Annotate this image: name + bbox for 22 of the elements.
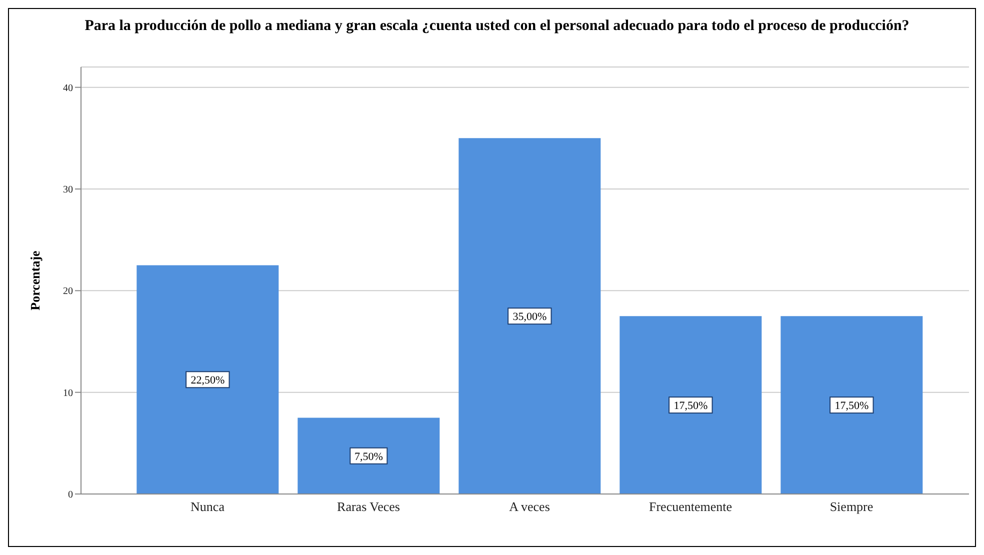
x-tick-label: Nunca xyxy=(190,499,225,514)
bar xyxy=(458,138,601,494)
x-tick-label: Frecuentemente xyxy=(648,499,732,514)
bar xyxy=(620,316,762,494)
y-tick-label: 10 xyxy=(63,388,73,399)
y-tick-label: 0 xyxy=(68,490,73,501)
data-label: 17,50% xyxy=(834,400,869,412)
data-label: 35,00% xyxy=(512,311,547,324)
bar xyxy=(136,265,279,494)
x-tick-label: Siempre xyxy=(830,499,874,514)
bar xyxy=(298,418,440,494)
bar xyxy=(780,316,923,494)
data-label: 22,50% xyxy=(190,374,225,387)
data-label: 17,50% xyxy=(674,400,708,412)
chart-title: Para la producción de pollo a mediana y gran escala ¿cuenta usted con el personal adecuado para todo el proceso de producción? xyxy=(84,18,910,34)
y-tick-label: 40 xyxy=(63,82,73,94)
x-tick-label: A veces xyxy=(509,499,550,514)
y-tick-label: 30 xyxy=(63,184,73,196)
x-tick-label: Raras Veces xyxy=(337,499,400,514)
data-label: 7,50% xyxy=(354,450,383,463)
y-axis-title: Porcentaje xyxy=(28,250,43,310)
y-tick-label: 20 xyxy=(63,286,73,298)
